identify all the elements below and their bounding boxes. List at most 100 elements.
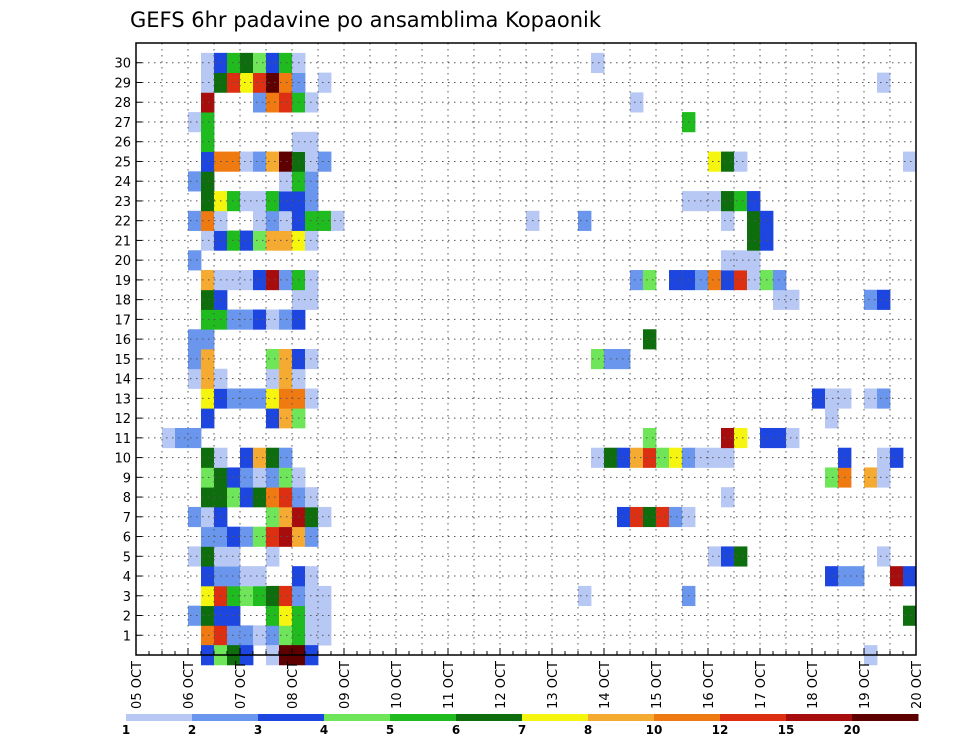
heatmap-cell xyxy=(279,625,293,646)
y-tick-label: 17 xyxy=(114,313,131,328)
legend-label: 8 xyxy=(584,723,592,737)
heatmap-cell xyxy=(266,605,280,626)
heatmap-cell xyxy=(305,210,319,231)
legend-swatch xyxy=(522,714,589,721)
heatmap-cell xyxy=(721,151,735,172)
heatmap-cell xyxy=(279,585,293,607)
y-tick-label: 26 xyxy=(114,136,131,151)
x-tick-label: 17 OCT xyxy=(754,661,769,709)
heatmap-cell xyxy=(773,427,787,449)
y-tick-label: 23 xyxy=(114,195,131,210)
heatmap-cell xyxy=(318,506,332,528)
heatmap-cell xyxy=(240,270,254,291)
y-tick-label: 12 xyxy=(114,412,131,427)
heatmap-cell xyxy=(240,566,254,587)
x-tick-label: 09 OCT xyxy=(338,661,353,709)
heatmap-cell xyxy=(201,368,215,389)
legend-swatch xyxy=(654,714,721,721)
heatmap-cell xyxy=(318,151,332,172)
heatmap-cell xyxy=(266,388,280,409)
heatmap-cell xyxy=(708,151,722,172)
heatmap-cell xyxy=(201,72,215,93)
heatmap-cell xyxy=(253,585,267,607)
heatmap-cell xyxy=(669,447,683,468)
heatmap-cell xyxy=(240,487,254,508)
x-tick-label: 15 OCT xyxy=(650,661,665,709)
y-tick-label: 1 xyxy=(123,629,131,644)
heatmap-cell xyxy=(253,151,267,172)
heatmap-cell xyxy=(630,506,644,528)
heatmap-cell xyxy=(188,427,202,449)
heatmap-cell xyxy=(253,230,267,251)
heatmap-cells xyxy=(162,52,917,666)
heatmap-cell xyxy=(266,625,280,646)
y-tick-label: 6 xyxy=(123,531,131,546)
heatmap-cell xyxy=(643,447,657,468)
heatmap-cell xyxy=(773,289,787,310)
heatmap-cell xyxy=(617,349,631,370)
heatmap-cell xyxy=(201,388,215,409)
heatmap-cell xyxy=(240,72,254,93)
heatmap-cell xyxy=(253,191,267,212)
heatmap-cell xyxy=(318,605,332,626)
heatmap-cell xyxy=(240,230,254,251)
heatmap-cell xyxy=(630,92,644,113)
heatmap-cell xyxy=(240,388,254,409)
heatmap-cell xyxy=(877,467,891,488)
heatmap-cell xyxy=(201,349,215,370)
heatmap-cell xyxy=(227,546,241,567)
heatmap-cell xyxy=(266,447,280,468)
heatmap-cell xyxy=(305,171,319,192)
y-tick-label: 9 xyxy=(123,471,131,486)
heatmap-cell xyxy=(825,566,839,587)
heatmap-cell xyxy=(201,526,215,547)
heatmap-cell xyxy=(305,566,319,587)
heatmap-cell xyxy=(188,368,202,389)
y-tick-label: 30 xyxy=(114,57,131,72)
legend-swatch xyxy=(324,714,391,721)
axis-ticks: 1234567891011121314151617181920212223242… xyxy=(114,57,925,709)
heatmap-cell xyxy=(279,191,293,212)
x-tick-label: 06 OCT xyxy=(182,661,197,709)
heatmap-cell xyxy=(721,546,735,567)
legend-swatch xyxy=(720,714,787,721)
legend-swatch xyxy=(126,714,193,721)
heatmap-cell xyxy=(266,467,280,488)
heatmap-cell xyxy=(747,210,761,231)
heatmap-cell xyxy=(734,546,748,567)
heatmap-cell xyxy=(201,92,215,113)
y-tick-label: 29 xyxy=(114,76,131,91)
legend-label: 2 xyxy=(188,723,196,737)
heatmap-cell xyxy=(188,506,202,528)
heatmap-cell xyxy=(721,191,735,212)
heatmap-cell xyxy=(266,309,280,330)
heatmap-cell xyxy=(305,487,319,508)
heatmap-cell xyxy=(695,191,709,212)
x-tick-label: 14 OCT xyxy=(598,661,613,709)
heatmap-cell xyxy=(227,566,241,587)
heatmap-cell xyxy=(656,447,670,468)
legend-label: 10 xyxy=(646,723,663,737)
heatmap-cell xyxy=(188,546,202,567)
heatmap-cell xyxy=(734,270,748,291)
heatmap-cell xyxy=(864,467,878,488)
heatmap-cell xyxy=(708,270,722,291)
heatmap-cell xyxy=(266,92,280,113)
heatmap-cell xyxy=(227,625,241,646)
heatmap-cell xyxy=(279,230,293,251)
heatmap-cell xyxy=(305,230,319,251)
heatmap-cell xyxy=(201,506,215,528)
heatmap-cell xyxy=(279,52,293,74)
heatmap-cell xyxy=(253,526,267,547)
heatmap-cell xyxy=(591,52,605,74)
heatmap-cell xyxy=(708,447,722,468)
y-tick-label: 24 xyxy=(114,175,131,190)
heatmap-cell xyxy=(643,506,657,528)
y-tick-label: 8 xyxy=(123,491,131,506)
heatmap-cell xyxy=(877,72,891,93)
heatmap-cell xyxy=(201,329,215,350)
legend-label: 6 xyxy=(452,723,460,737)
legend-label: 7 xyxy=(518,723,526,737)
heatmap-cell xyxy=(201,408,215,429)
heatmap-cell xyxy=(188,250,202,271)
